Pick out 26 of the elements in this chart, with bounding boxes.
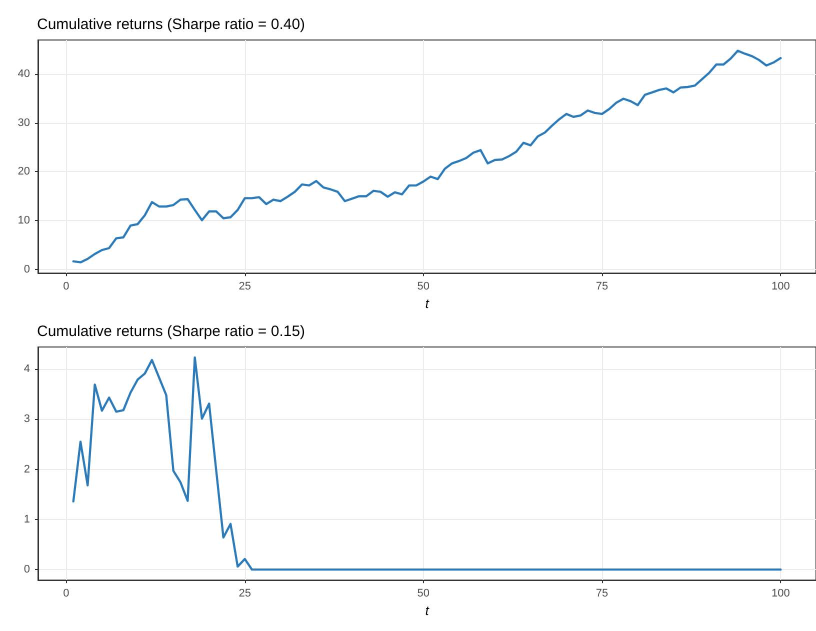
- y-tick-label: 4: [24, 363, 30, 376]
- y-tick-label: 20: [18, 166, 30, 178]
- x-axis-title: t: [425, 296, 430, 311]
- x-tick-label: 50: [417, 280, 430, 293]
- x-axis-title: t: [425, 603, 430, 618]
- x-tick-label: 100: [771, 280, 790, 293]
- y-tick-label: 40: [18, 68, 30, 80]
- x-tick-label: 50: [417, 588, 430, 600]
- y-tick-label: 3: [24, 413, 30, 426]
- x-tick-label: 0: [63, 280, 70, 293]
- y-tick-label: 0: [24, 564, 30, 576]
- y-tick-label: 1: [24, 513, 30, 526]
- y-tick-label: 10: [18, 214, 30, 227]
- x-tick-label: 100: [771, 588, 790, 600]
- y-tick-label: 30: [18, 116, 30, 129]
- chart-title: Cumulative returns (Sharpe ratio = 0.15): [37, 323, 306, 340]
- chart-title: Cumulative returns (Sharpe ratio = 0.40): [37, 16, 306, 33]
- y-tick-label: 2: [24, 463, 30, 476]
- x-tick-label: 75: [596, 588, 608, 600]
- x-tick-label: 25: [238, 280, 251, 293]
- line-series: [72, 356, 782, 571]
- x-tick-label: 75: [596, 280, 608, 293]
- x-tick-label: 0: [63, 588, 70, 600]
- y-tick-label: 0: [24, 264, 30, 276]
- x-tick-label: 25: [238, 588, 251, 600]
- line-series: [72, 50, 782, 264]
